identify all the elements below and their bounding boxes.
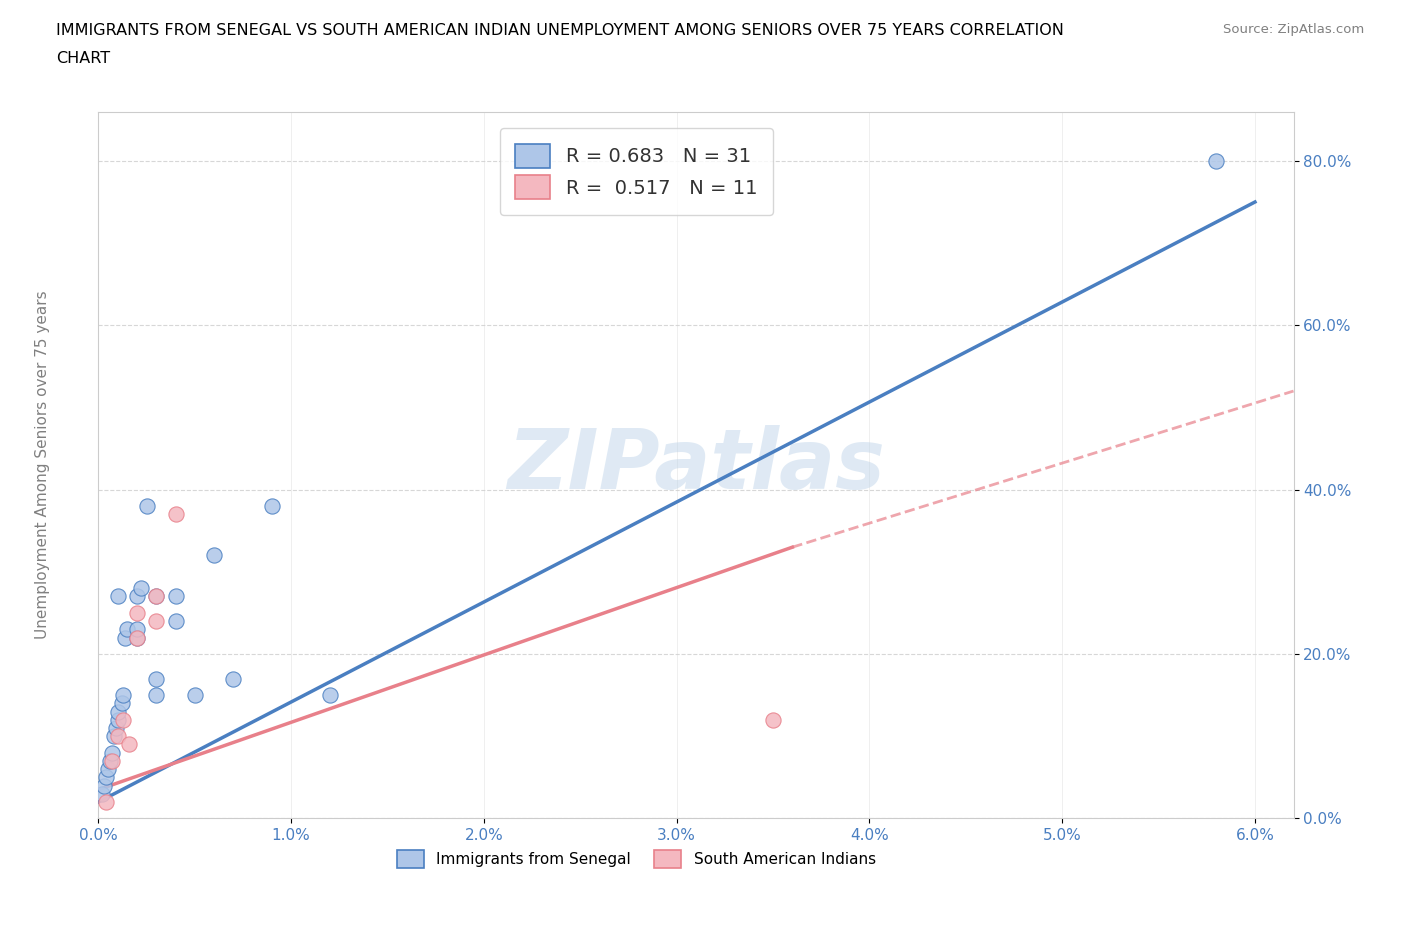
Point [125,631,148,645]
Point [112,712,135,727]
Point [98,753,121,768]
Point [125,631,148,645]
Point [125,622,148,637]
Point [129,581,152,596]
Point [222,671,245,686]
Point [91,786,114,801]
Point [145,614,167,629]
Text: IMMIGRANTS FROM SENEGAL VS SOUTH AMERICAN INDIAN UNEMPLOYMENT AMONG SENIORS OVER: IMMIGRANTS FROM SENEGAL VS SOUTH AMERICA… [56,23,1064,38]
Point [93,778,115,793]
Point [94,794,117,809]
Point [107,589,129,604]
Point [112,687,135,702]
Point [101,745,124,760]
Point [103,729,125,744]
Point [107,712,129,727]
Text: Unemployment Among Seniors over 75 years: Unemployment Among Seniors over 75 years [35,291,49,639]
Point [1205,153,1227,168]
Point [101,753,124,768]
Point [125,589,148,604]
Point [107,704,129,719]
Point [135,498,157,513]
Point [145,589,167,604]
Point [165,614,187,629]
Point [145,589,167,604]
Legend: Immigrants from Senegal, South American Indians: Immigrants from Senegal, South American … [391,844,882,874]
Point [104,721,127,736]
Point [202,548,225,563]
Point [94,770,117,785]
Point [260,498,283,513]
Point [762,712,785,727]
Point [125,605,148,620]
Text: CHART: CHART [56,51,110,66]
Point [114,631,136,645]
Point [110,696,132,711]
Text: ZIPatlas: ZIPatlas [508,424,884,506]
Point [184,687,207,702]
Point [118,737,141,751]
Point [107,729,129,744]
Point [319,687,342,702]
Point [97,762,120,777]
Point [145,671,167,686]
Point [117,622,139,637]
Text: Source: ZipAtlas.com: Source: ZipAtlas.com [1223,23,1364,36]
Point [165,507,187,522]
Point [165,589,187,604]
Point [145,687,167,702]
